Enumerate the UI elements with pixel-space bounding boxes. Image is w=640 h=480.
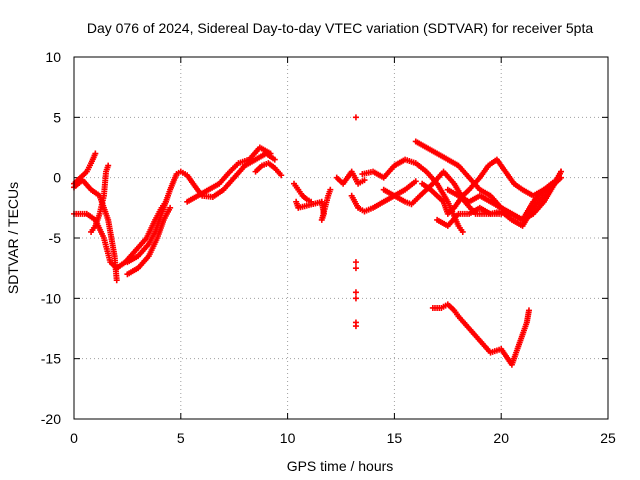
y-tick-label: -10: [41, 290, 61, 306]
series-track-j: [293, 186, 334, 223]
data-point: [352, 295, 359, 302]
plot-frame: [73, 56, 609, 420]
series-track-k: [333, 168, 368, 187]
series-track-i: [291, 180, 315, 205]
axis-ticks: 0 5 10 15 20 25 -20 -15 -10 -5 0 5 10: [41, 49, 616, 446]
data-point: [551, 178, 558, 185]
data-point: [92, 150, 99, 157]
data-point: [167, 204, 174, 211]
series-track-d: [88, 162, 112, 235]
x-tick-label: 5: [177, 430, 185, 446]
y-tick-label: 10: [45, 49, 61, 65]
series-track-s: [444, 178, 558, 223]
data-point: [267, 150, 274, 157]
series-track-c: [71, 198, 169, 272]
data-point: [105, 162, 112, 169]
grid: [74, 57, 608, 419]
data-point: [278, 172, 285, 179]
data-point: [327, 186, 334, 193]
data-point: [412, 178, 419, 185]
series-isolated: [352, 114, 359, 330]
y-tick-label: 0: [53, 170, 61, 186]
x-tick-label: 20: [493, 430, 509, 446]
data-point: [271, 156, 278, 163]
data-point: [352, 265, 359, 272]
x-axis-label: GPS time / hours: [287, 458, 394, 474]
data-point: [352, 323, 359, 330]
x-tick-label: 25: [600, 430, 616, 446]
data-point: [525, 307, 532, 314]
x-tick-label: 15: [387, 430, 403, 446]
data-point: [352, 289, 359, 296]
series-track-q: [429, 301, 532, 368]
y-tick-label: 5: [53, 109, 61, 125]
chart-title: Day 076 of 2024, Sidereal Day-to-day VTE…: [87, 20, 594, 36]
series-track-b: [71, 177, 120, 284]
data-point: [113, 277, 120, 284]
y-tick-label: -15: [41, 351, 61, 367]
data-point: [352, 114, 359, 121]
data-point: [352, 259, 359, 266]
series-track-g: [184, 144, 274, 205]
x-tick-label: 0: [70, 430, 78, 446]
data-point: [459, 228, 466, 235]
y-axis-label: SDTVAR / TECUs: [5, 182, 21, 294]
series-track-f: [124, 204, 174, 278]
data-point: [361, 177, 368, 184]
y-tick-label: -5: [49, 230, 62, 246]
series-track-e: [124, 150, 278, 266]
data-points: [71, 114, 565, 368]
data-point: [558, 168, 565, 175]
x-tick-label: 10: [280, 430, 296, 446]
y-tick-label: -20: [41, 411, 61, 427]
series-track-h: [252, 160, 285, 179]
